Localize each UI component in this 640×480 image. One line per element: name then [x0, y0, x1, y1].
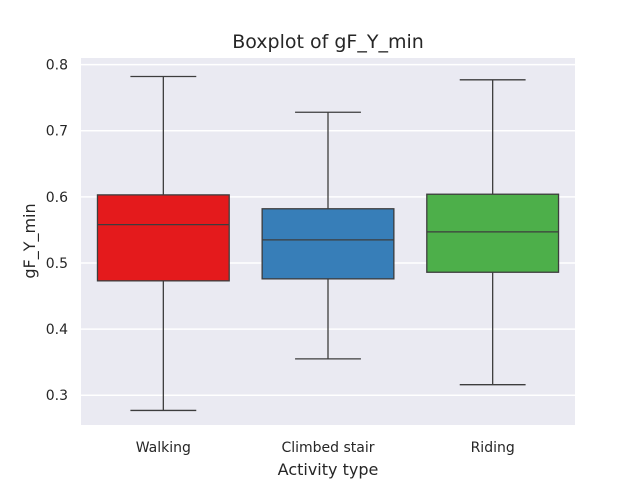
box-group: [426, 79, 560, 386]
x-tick-labels: Walking Climbed stair Riding: [136, 440, 515, 456]
x-tick-label: Walking: [136, 440, 191, 456]
y-tick-label: 0.5: [46, 256, 68, 272]
y-tick-label: 0.7: [46, 124, 68, 140]
box-group: [261, 111, 395, 360]
x-tick-label: Riding: [471, 440, 515, 456]
y-tick-label: 0.4: [46, 322, 68, 338]
y-tick-label: 0.8: [46, 58, 68, 74]
x-tick-label: Climbed stair: [281, 440, 374, 456]
y-tick-labels: 0.3 0.4 0.5 0.6 0.7 0.8: [46, 58, 68, 405]
box-group: [96, 75, 230, 412]
y-axis-label: gF_Y_min: [20, 203, 40, 278]
box-iqr: [261, 208, 395, 280]
box-iqr: [426, 193, 560, 273]
box-iqr: [96, 194, 230, 282]
x-axis-label: Activity type: [278, 460, 379, 479]
y-tick-label: 0.3: [46, 388, 68, 404]
chart-title: Boxplot of gF_Y_min: [232, 31, 424, 53]
y-tick-label: 0.6: [46, 190, 68, 206]
boxes: [96, 75, 560, 412]
